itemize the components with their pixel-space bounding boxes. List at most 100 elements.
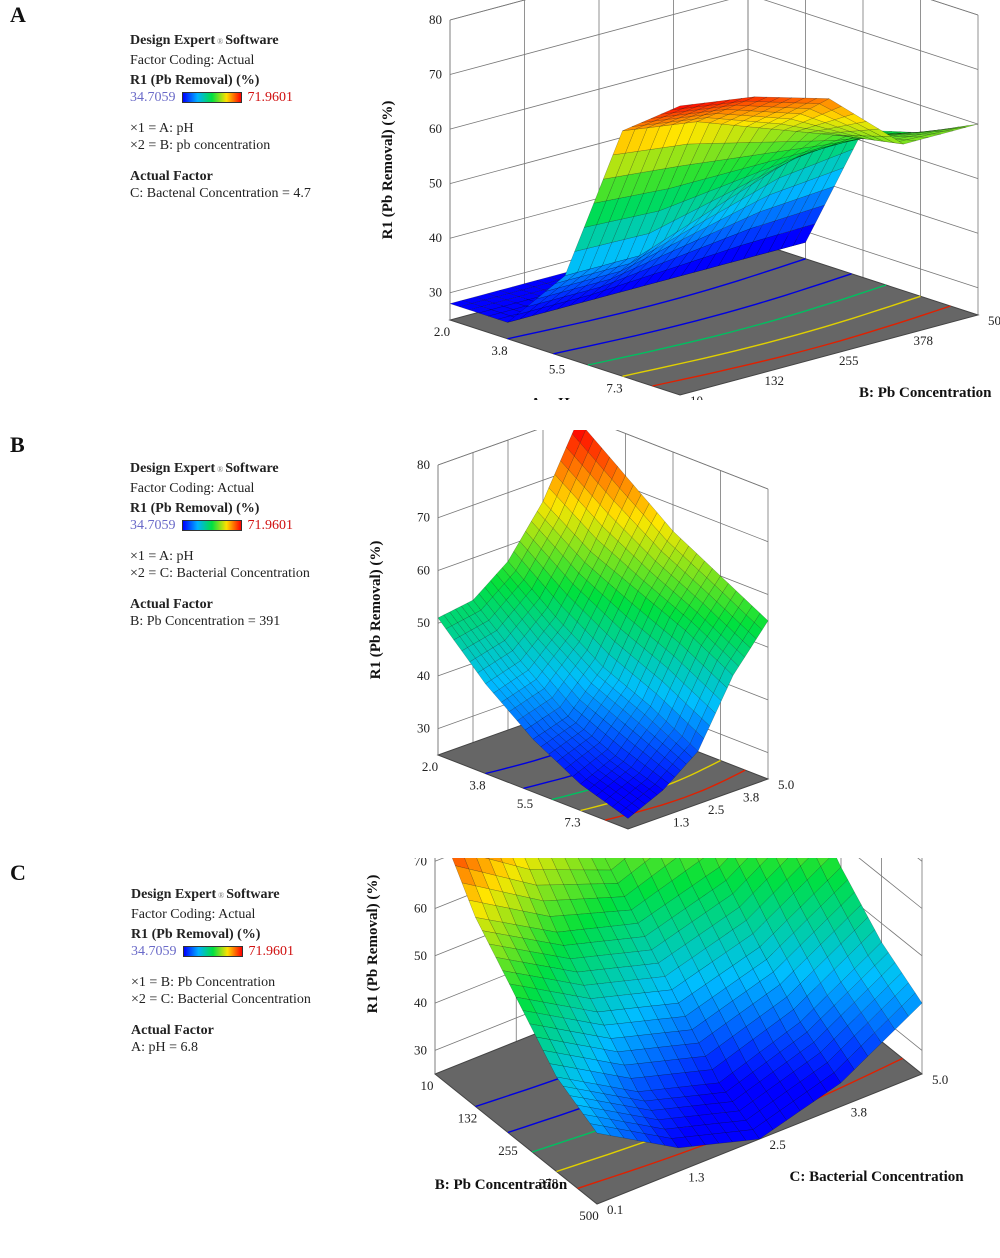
surface-cell	[642, 788, 658, 800]
surface-cell	[616, 1128, 639, 1141]
actual-factor: B: Pb Concentration = 391	[130, 614, 281, 629]
y-tick-label: 378	[914, 333, 934, 348]
x-axis-title: A: pH	[530, 396, 570, 401]
z-tick-label: 70	[429, 67, 442, 82]
x-tick-label: 5.5	[517, 796, 533, 811]
y-axis-title: C: Bacterial Concentration	[790, 1169, 965, 1185]
surface-cell	[660, 770, 676, 785]
surface-plot-a: 2.0 3.8 5.5 7.3 9.0 10 132 255 378 500 30 40 50 60 70 8…	[380, 0, 1000, 401]
y-tick-label: 1.3	[688, 1170, 704, 1185]
z-axis-title: R1 (Pb Removal) (%)	[368, 541, 384, 680]
z-tick-label: 30	[429, 285, 442, 300]
floor-contour-line	[587, 284, 887, 366]
wall-gridline-z	[449, 48, 979, 130]
surface-cell	[796, 858, 809, 867]
surface-cell	[881, 136, 904, 145]
registered-icon: ®	[215, 465, 226, 474]
response-surface	[449, 96, 979, 323]
color-legend: 34.7059 71.9601	[130, 89, 370, 106]
x2-label: ×2 = C: Bacterial Concentration	[130, 566, 310, 581]
x-tick-label: 5.5	[549, 362, 565, 377]
y-tick-label: 3.8	[851, 1105, 867, 1120]
surface-cell	[831, 105, 855, 117]
registered-icon: ®	[215, 37, 226, 46]
info-block: Design Expert ® Software Factor Coding: …	[130, 460, 370, 630]
legend-gradient-bar	[182, 946, 243, 957]
y-tick-label: 3.8	[743, 790, 759, 805]
factor-coding: Factor Coding: Actual	[130, 481, 255, 496]
surface-cell	[874, 1019, 896, 1044]
factor-coding: Factor Coding: Actual	[131, 907, 256, 922]
surface-cell	[748, 622, 763, 640]
x-tick-label: 10	[421, 1078, 434, 1093]
response-label: R1 (Pb Removal) (%)	[130, 501, 260, 516]
x2-label: ×2 = B: pb concentration	[130, 138, 271, 153]
response-surface	[451, 858, 923, 1149]
y-tick-label: 5.0	[932, 1072, 948, 1087]
surface-cell	[682, 102, 705, 109]
software-name: Design Expert	[130, 33, 216, 48]
z-tick-label: 30	[414, 1042, 427, 1057]
surface-cell	[643, 1133, 666, 1146]
surface-cell	[719, 98, 743, 105]
legend-min: 34.7059	[130, 518, 176, 533]
z-tick-label: 40	[417, 668, 430, 683]
z-tick-label: 30	[417, 721, 430, 736]
actual-factor-heading: Actual Factor	[131, 1023, 214, 1038]
x1-label: ×1 = A: pH	[130, 549, 194, 564]
surface-cell	[670, 104, 693, 111]
surface-cell	[847, 1045, 869, 1070]
panel-label: C	[10, 860, 26, 885]
z-tick-label: 50	[417, 615, 430, 630]
color-legend: 34.7059 71.9601	[130, 517, 370, 534]
y-tick-label: 2.5	[708, 802, 724, 817]
z-tick-label: 40	[414, 995, 427, 1010]
software-suffix: Software	[225, 461, 279, 476]
floor-contour-line	[553, 273, 852, 355]
x-tick-label: 378	[539, 1176, 559, 1191]
surface-cell	[697, 858, 704, 862]
wall-top-edge	[437, 430, 769, 490]
y-tick-label: 255	[839, 353, 859, 368]
z-tick-label: 60	[429, 121, 442, 136]
y-tick-label: 5.0	[778, 777, 794, 792]
surface-cell	[730, 649, 746, 667]
surface-cell	[695, 718, 711, 740]
z-tick-label: 80	[417, 457, 430, 472]
legend-gradient-bar	[181, 520, 242, 531]
y-tick-label: 500	[988, 313, 1000, 328]
actual-factor: C: Bactenal Concentration = 4.7	[130, 186, 311, 201]
z-tick-label: 70	[414, 858, 427, 868]
z-tick-label: 80	[429, 12, 442, 27]
floor-contour-line	[652, 305, 951, 387]
x2-label: ×2 = C: Bacterial Concentration	[131, 992, 311, 1007]
legend-min: 34.7059	[131, 944, 177, 959]
x-tick-label: 7.3	[606, 380, 622, 395]
x-tick-label: 255	[498, 1143, 518, 1158]
panel-label: B	[10, 432, 25, 457]
y-tick-label: 132	[765, 373, 785, 388]
panel-c: C Design Expert ® Software Factor Coding…	[0, 858, 1000, 1258]
software-suffix: Software	[225, 33, 279, 48]
x-tick-label: 500	[579, 1208, 599, 1220]
z-tick-label: 50	[429, 176, 442, 191]
registered-icon: ®	[216, 891, 227, 900]
factor-coding: Factor Coding: Actual	[130, 53, 255, 68]
response-label: R1 (Pb Removal) (%)	[131, 927, 261, 942]
surface-cell	[734, 858, 749, 867]
x-tick-label: 3.8	[469, 778, 485, 793]
x-tick-label: 9.0	[664, 399, 680, 400]
x-tick-label: 2.0	[434, 324, 450, 339]
software-suffix: Software	[226, 887, 280, 902]
response-surface	[437, 430, 769, 819]
z-tick-label: 60	[417, 562, 430, 577]
software-name: Design Expert	[131, 887, 217, 902]
actual-factor-heading: Actual Factor	[130, 169, 213, 184]
x-tick-label: 3.8	[491, 343, 507, 358]
x-axis-title: B: Pb Concentration	[435, 1177, 568, 1193]
z-tick-label: 50	[414, 948, 427, 963]
z-tick-label: 60	[414, 901, 427, 916]
surface-cell	[715, 858, 729, 868]
y-tick-label: 0.1	[607, 1202, 623, 1217]
surface-plot-c: 101322553785000.11.32.53.85.030405060708…	[365, 858, 965, 1220]
